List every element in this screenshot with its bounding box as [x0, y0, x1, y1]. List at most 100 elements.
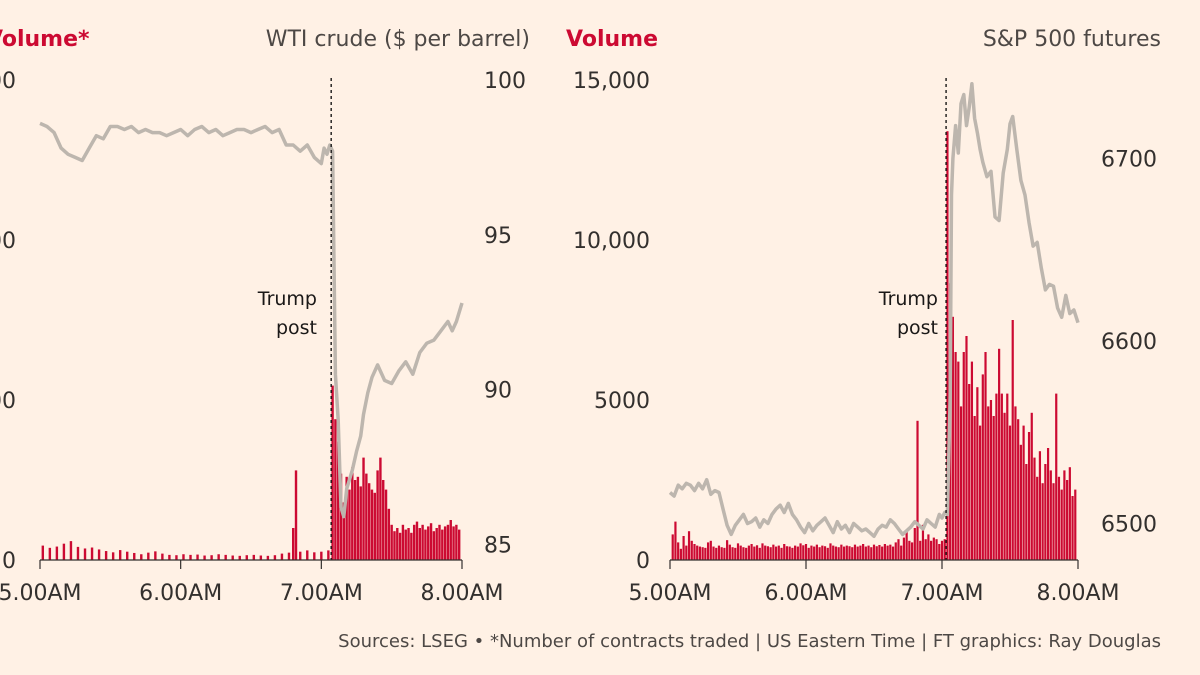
- spx-volume-bar: [682, 536, 685, 560]
- spx-annotation-line1: Trump: [878, 288, 938, 310]
- spx-volume-bar: [761, 543, 764, 560]
- oil-volume-bar: [438, 524, 441, 560]
- spx-price-line: [668, 81, 1080, 539]
- oil-volume-bar: [393, 531, 396, 560]
- oil-volume-bar: [238, 555, 241, 560]
- spx-volume-bar: [734, 547, 737, 560]
- spx-volume-bar: [978, 425, 982, 560]
- spx-price-tick-label: 6600: [1101, 330, 1157, 355]
- spx-volume-bar: [870, 547, 873, 560]
- oil-volume-bar: [367, 483, 371, 560]
- spx-volume-bar: [940, 540, 944, 560]
- oil-volume-bar: [48, 547, 52, 560]
- spx-volume-bar: [1019, 444, 1022, 560]
- spx-volume-bar: [687, 531, 691, 560]
- oil-volume-bar: [356, 476, 360, 560]
- oil-volume-bar: [418, 528, 421, 560]
- oil-price-line: [39, 121, 464, 519]
- spx-volume-bar: [818, 547, 821, 560]
- spx-volume-bar: [685, 545, 688, 560]
- spx-volume-bar: [1041, 483, 1044, 560]
- spx-volume-bar: [1014, 406, 1017, 560]
- spx-volume-bar: [848, 546, 851, 560]
- spx-volume-bar: [968, 384, 971, 560]
- spx-volume-bar: [1066, 480, 1069, 560]
- spx-volume-bar: [930, 540, 933, 560]
- oil-volume-bar: [83, 548, 87, 560]
- oil-volume-bar: [401, 524, 405, 560]
- spx-volume-bar: [726, 540, 729, 560]
- spx-volume-bar: [1017, 419, 1020, 560]
- spx-volume-bar: [742, 547, 745, 560]
- oil-x-axis-ticks: 5.00AM 6.00AM 7.00AM 8.00AM: [0, 560, 504, 606]
- spx-volume-bar: [894, 542, 897, 560]
- spx-volume-bar: [851, 547, 854, 560]
- oil-price-tick-label: 85: [484, 534, 512, 559]
- oil-volume-bar: [320, 551, 323, 560]
- spx-volume-bar: [802, 545, 805, 560]
- spx-volume-bar: [769, 547, 772, 560]
- spx-volume-bars: [671, 131, 1077, 560]
- oil-x-tick-label: 7.00AM: [280, 581, 363, 606]
- spx-volume-bar: [1063, 470, 1066, 560]
- spx-volume-bar: [900, 545, 903, 560]
- spx-volume-bar: [693, 544, 696, 560]
- spx-volume-bar: [1052, 483, 1055, 560]
- oil-price-tick-label: 95: [484, 224, 512, 249]
- spx-volume-bar: [853, 544, 857, 560]
- oil-volume-bar: [133, 552, 136, 560]
- oil-volume-bar: [126, 551, 129, 560]
- spx-volume-bar: [905, 531, 908, 560]
- spx-volume-bar: [867, 545, 870, 560]
- oil-volume-bar: [457, 529, 461, 560]
- spx-volume-bar: [750, 544, 753, 560]
- spx-volume-bar: [753, 546, 756, 560]
- oil-annotation-line1: Trump: [257, 288, 317, 310]
- oil-x-tick-label: 5.00AM: [0, 581, 82, 606]
- oil-price-tick-label: 100: [484, 69, 526, 94]
- spx-volume-bar: [1025, 464, 1028, 560]
- oil-volume-bar: [69, 541, 73, 560]
- oil-volume-bar: [398, 532, 402, 560]
- oil-volume-bar: [147, 552, 150, 560]
- oil-volume-bars: [41, 385, 461, 560]
- spx-volume-tick-label: 0: [636, 549, 650, 574]
- spx-volume-bar: [821, 545, 824, 560]
- spx-volume-bar: [774, 546, 778, 560]
- oil-volume-bar: [306, 550, 309, 560]
- spx-volume-bar: [690, 540, 693, 560]
- oil-volume-bar: [161, 553, 164, 560]
- spx-volume-bar: [897, 539, 900, 560]
- spx-volume-bar: [984, 352, 987, 560]
- oil-volume-bar: [62, 543, 66, 560]
- oil-volume-bar: [217, 554, 220, 560]
- spx-volume-bar: [794, 545, 797, 560]
- oil-volume-bar: [154, 551, 157, 560]
- spx-volume-bar: [1033, 457, 1036, 560]
- spx-x-tick-label: 8.00AM: [1036, 581, 1119, 606]
- oil-volume-bar: [342, 502, 346, 560]
- oil-volume-bar: [452, 526, 455, 560]
- oil-volume-tick-label: 10,000: [0, 229, 16, 254]
- oil-volume-bar: [203, 555, 206, 560]
- spx-volume-tick-label: 5000: [594, 389, 650, 414]
- spx-volume-bar: [1055, 393, 1058, 560]
- oil-volume-bar: [407, 528, 410, 560]
- oil-volume-bar: [245, 555, 248, 560]
- oil-volume-bar: [384, 489, 388, 560]
- spx-volume-bar: [924, 539, 927, 560]
- spx-volume-bar: [981, 374, 984, 560]
- spx-volume-bar: [712, 546, 715, 560]
- spx-annotation-line2: post: [897, 317, 938, 339]
- oil-volume-bar: [118, 550, 122, 560]
- spx-volume-bar: [1068, 467, 1071, 560]
- oil-volume-bar: [55, 546, 59, 560]
- spx-volume-bar: [864, 546, 867, 560]
- spx-volume-bar: [995, 393, 998, 560]
- oil-volume-bar: [337, 441, 340, 560]
- oil-volume-bar: [175, 555, 178, 560]
- spx-volume-bar: [921, 524, 925, 560]
- spx-volume-bar: [965, 336, 968, 560]
